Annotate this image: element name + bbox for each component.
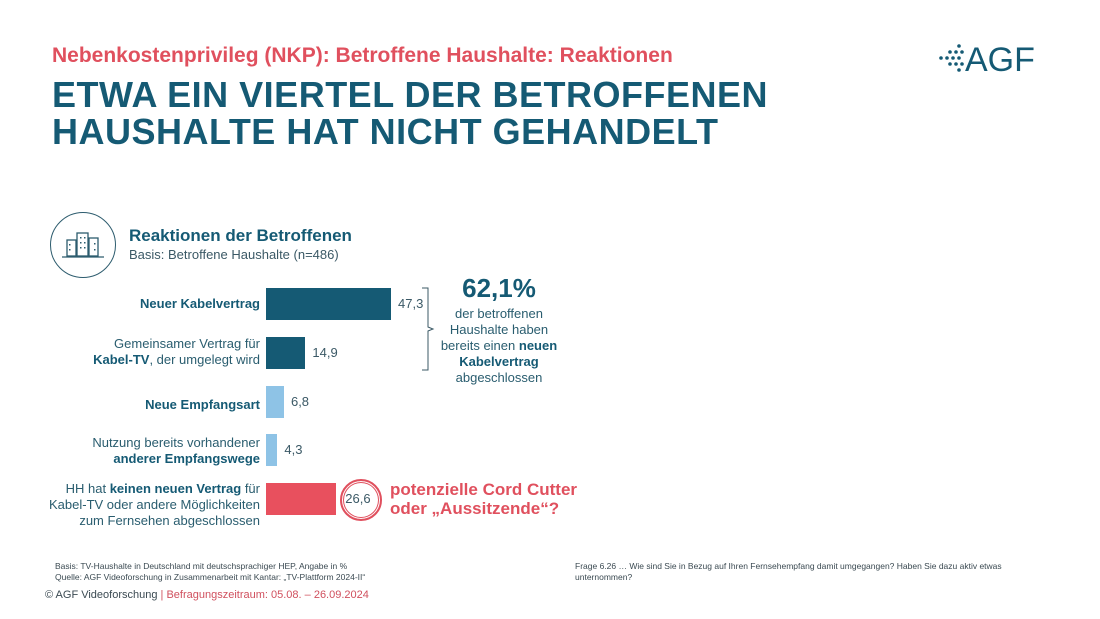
bar-0 [266,288,391,320]
footnote-basis: Basis: TV-Haushalte in Deutschland mit d… [55,561,348,571]
slide-headline: ETWA EIN VIERTEL DER BETROFFENEN HAUSHAL… [52,76,768,150]
bar-value-label: 6,8 [290,394,310,409]
category-label-line: zum Fernsehen abgeschlossen [79,513,260,528]
highlight-line: der betroffenen [455,306,543,321]
category-label-0: Neuer Kabelvertrag [140,296,260,312]
headline-line-1: ETWA EIN VIERTEL DER BETROFFENEN [52,74,769,115]
highlight-line: bereits einen [440,338,519,353]
logo-dots-icon [939,44,964,72]
bar-1 [266,337,306,369]
bar-2 [266,386,284,418]
bar-value-label: 26,6 [345,491,371,506]
question-text: Frage 6.26 … Wie sind Sie in Bezug auf I… [575,561,1002,582]
copyright: © AGF Videoforschung | Befragungszeitrau… [45,589,369,601]
category-label-4: HH hat keinen neuen Vertrag für Kabel-TV… [49,481,260,529]
category-label-rest: , der umgelegt wird [149,352,260,367]
logo-text: AGF [965,41,1035,76]
copyright-text: © AGF Videoforschung [45,589,158,601]
buildings-icon [50,212,116,278]
category-label-line: Nutzung bereits vorhandener [92,435,260,450]
category-label-bold: Neuer Kabelvertrag [140,296,260,311]
footnote: Basis: TV-Haushalte in Deutschland mit d… [55,561,365,583]
category-label-bold: anderer Empfangswege [113,451,260,466]
slide-subtitle: Nebenkostenprivileg (NKP): Betroffene Ha… [52,44,673,67]
category-label-rest: HH hat [65,481,110,496]
highlight-line: Haushalte haben [449,322,549,337]
bar-4 [266,483,337,515]
category-label-line: Kabel-TV oder andere Möglichkeiten [48,497,260,512]
separator: | [157,589,167,601]
category-label-2: Neue Empfangsart [145,397,260,413]
cord-cutter-line-2: oder „Aussitzende“? [390,499,560,518]
bar-value-label: 47,3 [398,296,424,311]
highlight-ring [340,479,383,521]
category-label-3: Nutzung bereits vorhandener anderer Empf… [92,435,260,467]
chart-basis: Basis: Betroffene Haushalte (n=486) [129,247,339,262]
highlight-total: 62,1% [462,273,536,303]
headline-line-2: HAUSHALTE HAT NICHT GEHANDELT [52,111,719,152]
bar-value-label: 14,9 [312,345,338,360]
survey-period: Befragungszeitraum: 05.08. – 26.09.2024 [166,589,369,601]
bar-3 [266,434,278,466]
agf-logo: AGF [939,41,1035,76]
bracket-icon [422,287,435,371]
highlight-bold: neuen [518,338,558,353]
bar-value-label: 4,3 [284,442,303,457]
category-label-rest: für [241,481,260,496]
category-label-1: Gemeinsamer Vertrag für Kabel-TV, der um… [93,336,260,368]
cord-cutter-annotation: potenzielle Cord Cutter oder „Aussitzend… [390,480,577,518]
category-label-bold: Kabel-TV [93,352,150,367]
highlight-line: abgeschlossen [455,370,543,385]
buildings-glyph-icon [62,232,104,258]
footnote-source: Quelle: AGF Videoforschung in Zusammenar… [55,572,366,582]
category-label-bold: keinen neuen Vertrag [109,481,242,496]
cord-cutter-line-1: potenzielle Cord Cutter [390,480,578,499]
category-label-line: Gemeinsamer Vertrag für [114,336,260,351]
highlight-description: der betroffenen Haushalte haben bereits … [412,306,586,386]
chart-title: Reaktionen der Betroffenen [129,226,352,245]
category-label-bold: Neue Empfangsart [145,397,260,412]
highlight-bold: Kabelvertrag [459,354,539,369]
